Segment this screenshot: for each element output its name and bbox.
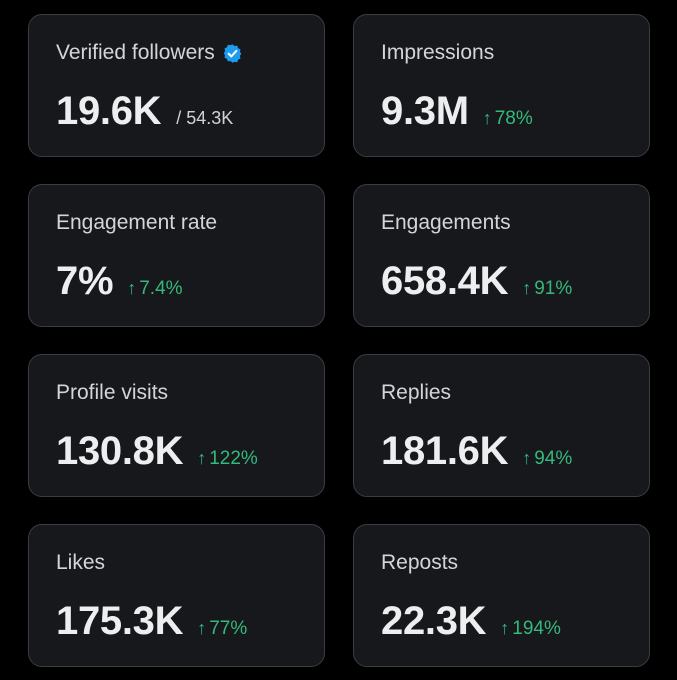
verified-badge-icon	[222, 43, 243, 64]
metric-label-row: Impressions	[381, 41, 494, 65]
metric-label-row: Engagements	[381, 211, 511, 235]
arrow-up-icon: ↑	[482, 108, 492, 128]
metric-value: 181.6K	[381, 429, 509, 473]
metric-change: ↑ 91%	[522, 278, 572, 300]
arrow-up-icon: ↑	[500, 618, 510, 638]
metric-card-engagements[interactable]: Engagements 658.4K ↑ 91%	[353, 184, 650, 327]
metric-label: Likes	[56, 551, 106, 574]
metric-change: ↑ 78%	[483, 108, 533, 130]
metric-label: Replies	[381, 381, 452, 404]
arrow-up-icon: ↑	[197, 448, 207, 468]
metric-label-row: Profile visits	[56, 381, 168, 405]
metric-change-value: 94%	[534, 448, 573, 469]
arrow-up-icon: ↑	[127, 278, 137, 298]
metric-change-value: 122%	[209, 448, 258, 469]
metric-value-row: 175.3K ↑ 77%	[56, 599, 247, 644]
metric-card-impressions[interactable]: Impressions 9.3M ↑ 78%	[353, 14, 650, 157]
metric-label-row: Likes	[56, 551, 105, 575]
metric-label: Profile visits	[56, 381, 169, 404]
metrics-grid: Verified followers 19.6K / 54.3K Impress…	[28, 14, 650, 667]
metric-value-row: 130.8K ↑ 122%	[56, 429, 258, 474]
metric-change-value: 91%	[534, 278, 573, 299]
metric-label-row: Engagement rate	[56, 211, 217, 235]
arrow-up-icon: ↑	[197, 618, 207, 638]
metric-total: / 54.3K	[176, 108, 234, 128]
metric-change: ↑ 77%	[197, 618, 247, 640]
metric-change: ↑ 194%	[500, 618, 561, 640]
metric-value: 7%	[56, 259, 114, 303]
metric-label-row: Replies	[381, 381, 451, 405]
metric-value-row: 7% ↑ 7.4%	[56, 259, 183, 304]
metric-card-engagement-rate[interactable]: Engagement rate 7% ↑ 7.4%	[28, 184, 325, 327]
metric-value-row: 19.6K / 54.3K	[56, 89, 233, 134]
metric-label: Engagement rate	[56, 211, 218, 234]
metric-value: 22.3K	[381, 599, 487, 643]
metric-card-likes[interactable]: Likes 175.3K ↑ 77%	[28, 524, 325, 667]
metric-label-row: Reposts	[381, 551, 458, 575]
metric-change: ↑ 94%	[522, 448, 572, 470]
metric-change-value: 77%	[209, 618, 248, 639]
metric-label-row: Verified followers	[56, 41, 243, 65]
metric-value: 658.4K	[381, 259, 509, 303]
metric-label: Verified followers	[56, 41, 215, 64]
metric-change: ↑ 122%	[197, 448, 258, 470]
metric-value-row: 9.3M ↑ 78%	[381, 89, 533, 134]
metric-change: ↑ 7.4%	[127, 278, 182, 300]
metric-value-row: 181.6K ↑ 94%	[381, 429, 572, 474]
metric-label: Reposts	[381, 551, 459, 574]
metric-value: 9.3M	[381, 89, 469, 133]
metric-change-value: 194%	[512, 618, 561, 639]
metric-card-profile-visits[interactable]: Profile visits 130.8K ↑ 122%	[28, 354, 325, 497]
arrow-up-icon: ↑	[522, 448, 532, 468]
metric-card-reposts[interactable]: Reposts 22.3K ↑ 194%	[353, 524, 650, 667]
metric-change-value: 78%	[494, 108, 533, 129]
metric-card-replies[interactable]: Replies 181.6K ↑ 94%	[353, 354, 650, 497]
metric-label: Engagements	[381, 211, 511, 234]
metric-value-row: 22.3K ↑ 194%	[381, 599, 561, 644]
metric-value: 175.3K	[56, 599, 184, 643]
metric-value: 19.6K	[56, 89, 162, 133]
arrow-up-icon: ↑	[522, 278, 532, 298]
metric-value: 130.8K	[56, 429, 184, 473]
metric-label: Impressions	[381, 41, 495, 64]
metric-change-value: 7.4%	[139, 278, 183, 299]
metric-value-row: 658.4K ↑ 91%	[381, 259, 572, 304]
metric-card-verified-followers[interactable]: Verified followers 19.6K / 54.3K	[28, 14, 325, 157]
